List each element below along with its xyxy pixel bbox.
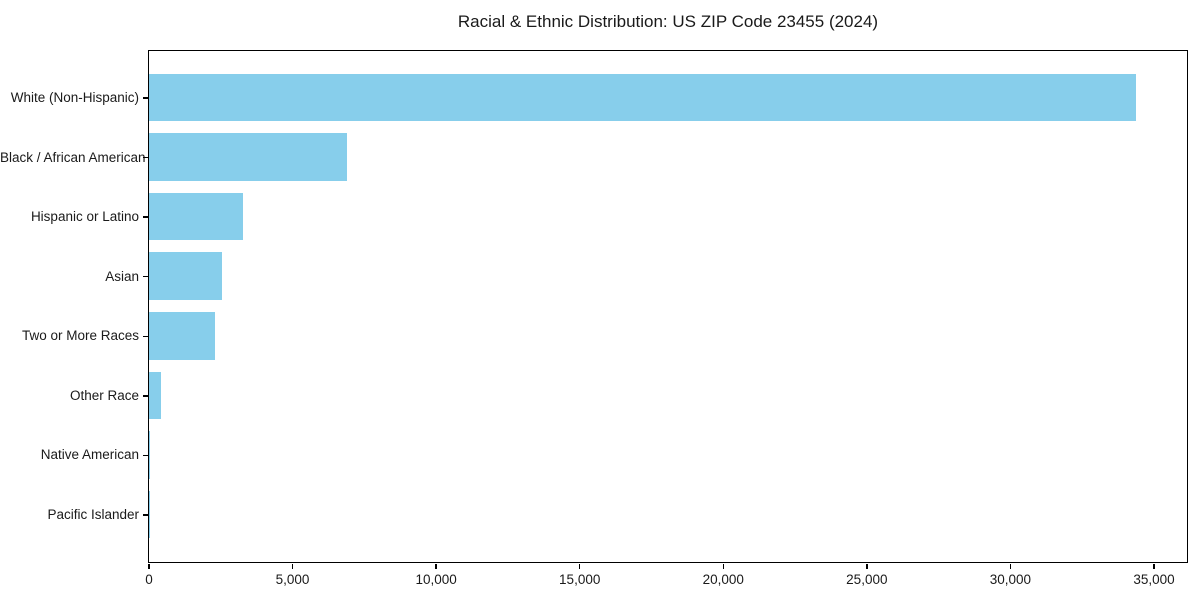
y-tick (142, 97, 148, 99)
y-axis-label: Pacific Islander (47, 506, 139, 522)
x-tick (578, 563, 581, 569)
chart-title: Racial & Ethnic Distribution: US ZIP Cod… (457, 12, 879, 31)
x-tick (435, 563, 437, 569)
y-axis-label: Asian (105, 268, 139, 284)
x-tick-label: 30,000 (989, 572, 1032, 587)
y-tick (142, 156, 148, 159)
y-tick (142, 216, 148, 218)
x-tick (1153, 563, 1155, 569)
y-axis-label: Black / African American (0, 149, 146, 165)
x-tick-label: 25,000 (846, 572, 888, 587)
x-tick (1009, 563, 1012, 569)
y-tick (142, 395, 148, 397)
x-tick-label: 20,000 (702, 572, 744, 587)
x-tick (866, 563, 868, 569)
y-axis-label: Hispanic or Latino (30, 209, 139, 225)
bar (148, 73, 1137, 122)
bar (148, 490, 150, 539)
x-tick-label: 15,000 (559, 572, 601, 587)
bar (148, 431, 150, 479)
bar (148, 192, 243, 241)
y-tick (142, 514, 148, 516)
bar (148, 371, 161, 420)
bar (148, 311, 216, 360)
plot-area (147, 49, 1188, 563)
y-tick (142, 275, 148, 278)
y-tick (142, 335, 148, 338)
x-tick-label: 5,000 (275, 572, 310, 587)
y-axis-label: Native American (40, 447, 139, 463)
x-tick-label: 10,000 (415, 572, 457, 587)
y-axis-label: Two or More Races (21, 328, 139, 344)
x-tick-label: 35,000 (1133, 572, 1175, 587)
x-tick (722, 563, 725, 569)
y-axis-label: Other Race (69, 387, 139, 403)
y-axis-label: White (Non-Hispanic) (10, 90, 139, 106)
x-tick-label: 0 (145, 572, 153, 587)
bar (148, 252, 222, 301)
bar (148, 133, 347, 181)
x-tick (148, 563, 150, 569)
x-tick (291, 563, 294, 569)
y-tick (142, 454, 148, 457)
